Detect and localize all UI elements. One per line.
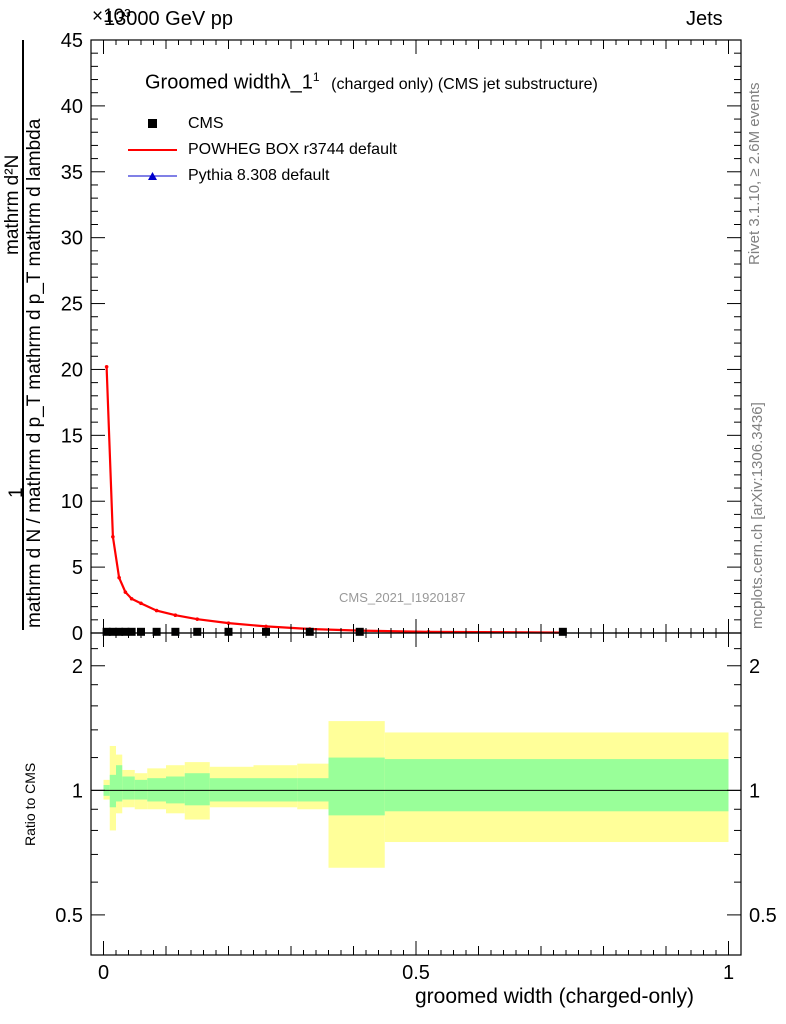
- y-axis-title-top: mathrm d²N: [2, 154, 23, 255]
- y-exponent: ×10³: [92, 6, 131, 27]
- ratio-y-tick-label-right: 1: [749, 780, 760, 802]
- main-y-tick-label: 45: [61, 30, 83, 52]
- cms-point: [102, 627, 111, 636]
- cms-point: [115, 627, 124, 636]
- powheg-point: [139, 601, 143, 606]
- cms-point: [127, 627, 136, 636]
- main-y-tick-label: 20: [61, 359, 83, 381]
- ratio-y-tick-label-right: 0.5: [749, 905, 777, 927]
- ratio-y-tick-label-right: 2: [749, 656, 760, 678]
- legend-label-pythia: Pythia 8.308 default: [188, 167, 330, 184]
- ratio-x-tick-label: 0: [98, 962, 109, 984]
- powheg-point: [104, 365, 109, 369]
- watermark: CMS_2021_I1920187: [339, 590, 466, 605]
- ratio-band-inner: [328, 757, 385, 816]
- ratio-band-inner: [253, 778, 298, 802]
- header-left: 13000 GeV pp: [104, 8, 233, 30]
- y-axis-title: mathrm d N / mathrm d p_T mathrm d p_T m…: [24, 118, 45, 628]
- ratio-x-tick-label: 0.5: [402, 962, 430, 984]
- cms-point: [558, 627, 567, 636]
- powheg-point: [123, 590, 128, 594]
- main-y-tick-label: 5: [72, 557, 83, 579]
- cms-point: [193, 627, 202, 636]
- ratio-band-inner: [122, 776, 135, 800]
- cms-point: [305, 627, 314, 636]
- cms-point: [355, 627, 364, 636]
- ratio-band-inner: [109, 774, 116, 808]
- ratio-band-inner: [209, 778, 254, 802]
- ratio-bands: [91, 721, 741, 868]
- cms-point: [121, 627, 130, 636]
- plot-title: Groomed widthλ_11 (charged only) (CMS je…: [145, 70, 598, 95]
- main-y-tick-label: 15: [61, 425, 83, 447]
- cms-point: [152, 627, 161, 636]
- ratio-band-inner: [134, 779, 148, 800]
- powheg-point: [264, 624, 268, 629]
- x-axis-title: groomed width (charged-only): [415, 985, 694, 1008]
- legend-label-cms: CMS: [188, 115, 224, 132]
- axis-ticks: 0 5 10 15 20 25 30 35 40 45 0 0.5 1 0.5 0.5 1 1 2 2: [55, 30, 777, 984]
- y-axis-fraction-bar: [22, 40, 24, 630]
- cms-point: [171, 627, 180, 636]
- plot-title-text: Groomed widthλ_1: [145, 71, 313, 94]
- main-y-tick-label: 25: [61, 294, 83, 316]
- legend-marker-cms: [148, 119, 157, 128]
- ratio-y-tick-label-left: 2: [72, 656, 83, 678]
- legend-marker-pythia: [148, 172, 157, 180]
- mcplots-info: mcplots.cern.ch [arXiv:1306.3436]: [749, 402, 766, 629]
- main-y-tick-label: 0: [72, 623, 83, 645]
- ratio-band-inner: [116, 765, 123, 802]
- ratio-y-tick-label-left: 0.5: [55, 905, 83, 927]
- main-y-tick-label: 30: [61, 228, 83, 250]
- main-series: [102, 119, 567, 636]
- plot-subtitle: (charged only) (CMS jet substructure): [331, 75, 598, 93]
- main-y-tick-label: 35: [61, 162, 83, 184]
- powheg-point: [173, 613, 178, 618]
- powheg-point: [226, 621, 231, 625]
- ratio-band-inner: [297, 778, 329, 802]
- rivet-info: Rivet 3.1.10, ≥ 2.6M events: [746, 82, 763, 266]
- ratio-band-inner: [384, 759, 729, 812]
- main-y-tick-label: 40: [61, 96, 83, 118]
- legend-label-powheg: POWHEG BOX r3744 default: [188, 141, 397, 158]
- ratio-band-inner: [184, 773, 210, 806]
- header-right: Jets: [686, 8, 723, 30]
- powheg-point: [154, 608, 159, 613]
- powheg-line: [105, 366, 563, 634]
- main-y-tick-label: 10: [61, 491, 83, 513]
- plot-title-sup: 1: [312, 70, 320, 84]
- cms-point: [108, 627, 117, 636]
- ratio-band-inner: [147, 778, 166, 802]
- ratio-x-tick-label: 1: [723, 962, 734, 984]
- powheg-point: [195, 617, 200, 621]
- powheg-point: [111, 535, 115, 539]
- ratio-y-axis-title: Ratio to CMS: [22, 762, 38, 846]
- powheg-point: [117, 575, 121, 580]
- ratio-y-tick-label-left: 1: [72, 780, 83, 802]
- powheg-point: [129, 596, 134, 601]
